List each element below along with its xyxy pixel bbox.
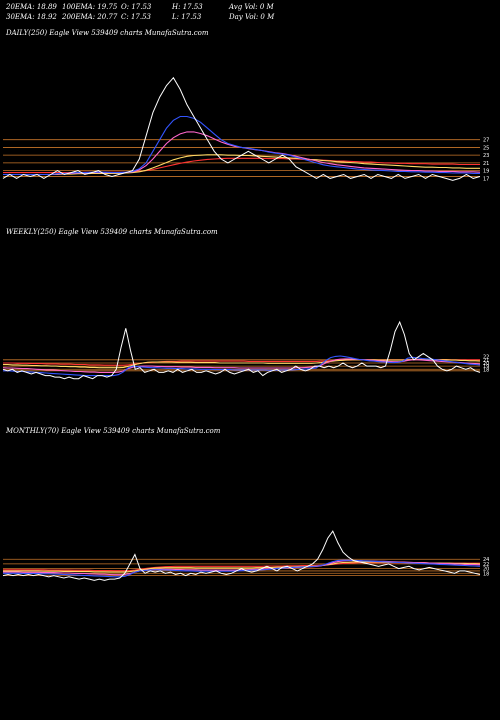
weekly-tick-label: 22 [483, 355, 489, 361]
stat-low: L: 17.53 [172, 13, 202, 21]
daily-ema20-line [3, 115, 480, 176]
monthly-tick-label: 22 [483, 562, 489, 568]
stat-ema20: 20EMA: 18.89 [6, 3, 57, 11]
weekly-price-line [2, 320, 481, 380]
stat-close: C: 17.53 [121, 13, 151, 21]
stat-high: H: 17.53 [172, 3, 203, 11]
monthly-ema30-line [3, 560, 481, 576]
monthly-ema20-line [3, 559, 481, 578]
daily-tick-label: 25 [483, 145, 489, 151]
weekly-chart-title: WEEKLY(250) Eagle View 539409 charts Mun… [6, 228, 218, 236]
daily-ema30-line [3, 131, 481, 176]
monthly-tick-label: 20 [483, 567, 489, 573]
daily-tick-label: 23 [483, 153, 489, 159]
stat-open: O: 17.53 [121, 3, 152, 11]
weekly-ema100-line [3, 358, 481, 369]
daily-tick-label: 17 [483, 176, 489, 182]
weekly-tick-label: 18 [483, 367, 489, 373]
daily-tick-label: 19 [483, 169, 489, 175]
monthly-tick-label: 18 [483, 571, 489, 577]
weekly-tick-label: 20 [483, 361, 489, 367]
weekly-tick-label: 19 [483, 364, 489, 370]
daily-tick-label: 21 [483, 161, 489, 167]
weekly-ema20-line [3, 355, 481, 377]
monthly-tick-label: 24 [483, 557, 489, 563]
stat-ema30: 30EMA: 18.92 [6, 13, 57, 21]
stat-day-vol: Day Vol: 0 M [229, 13, 275, 21]
daily-tick-label: 27 [483, 138, 489, 144]
daily-price-line [2, 76, 481, 181]
weekly-tick-label: 21 [483, 358, 489, 364]
stat-ema100: 100EMA: 19.75 [62, 3, 118, 11]
stat-avg-vol: Avg Vol: 0 M [229, 3, 274, 11]
monthly-price-line [2, 530, 481, 581]
daily-chart-title: DAILY(250) Eagle View 539409 charts Muna… [6, 29, 209, 37]
monthly-chart-title: MONTHLY(70) Eagle View 539409 charts Mun… [6, 427, 221, 435]
stat-ema200: 200EMA: 20.77 [62, 13, 118, 21]
